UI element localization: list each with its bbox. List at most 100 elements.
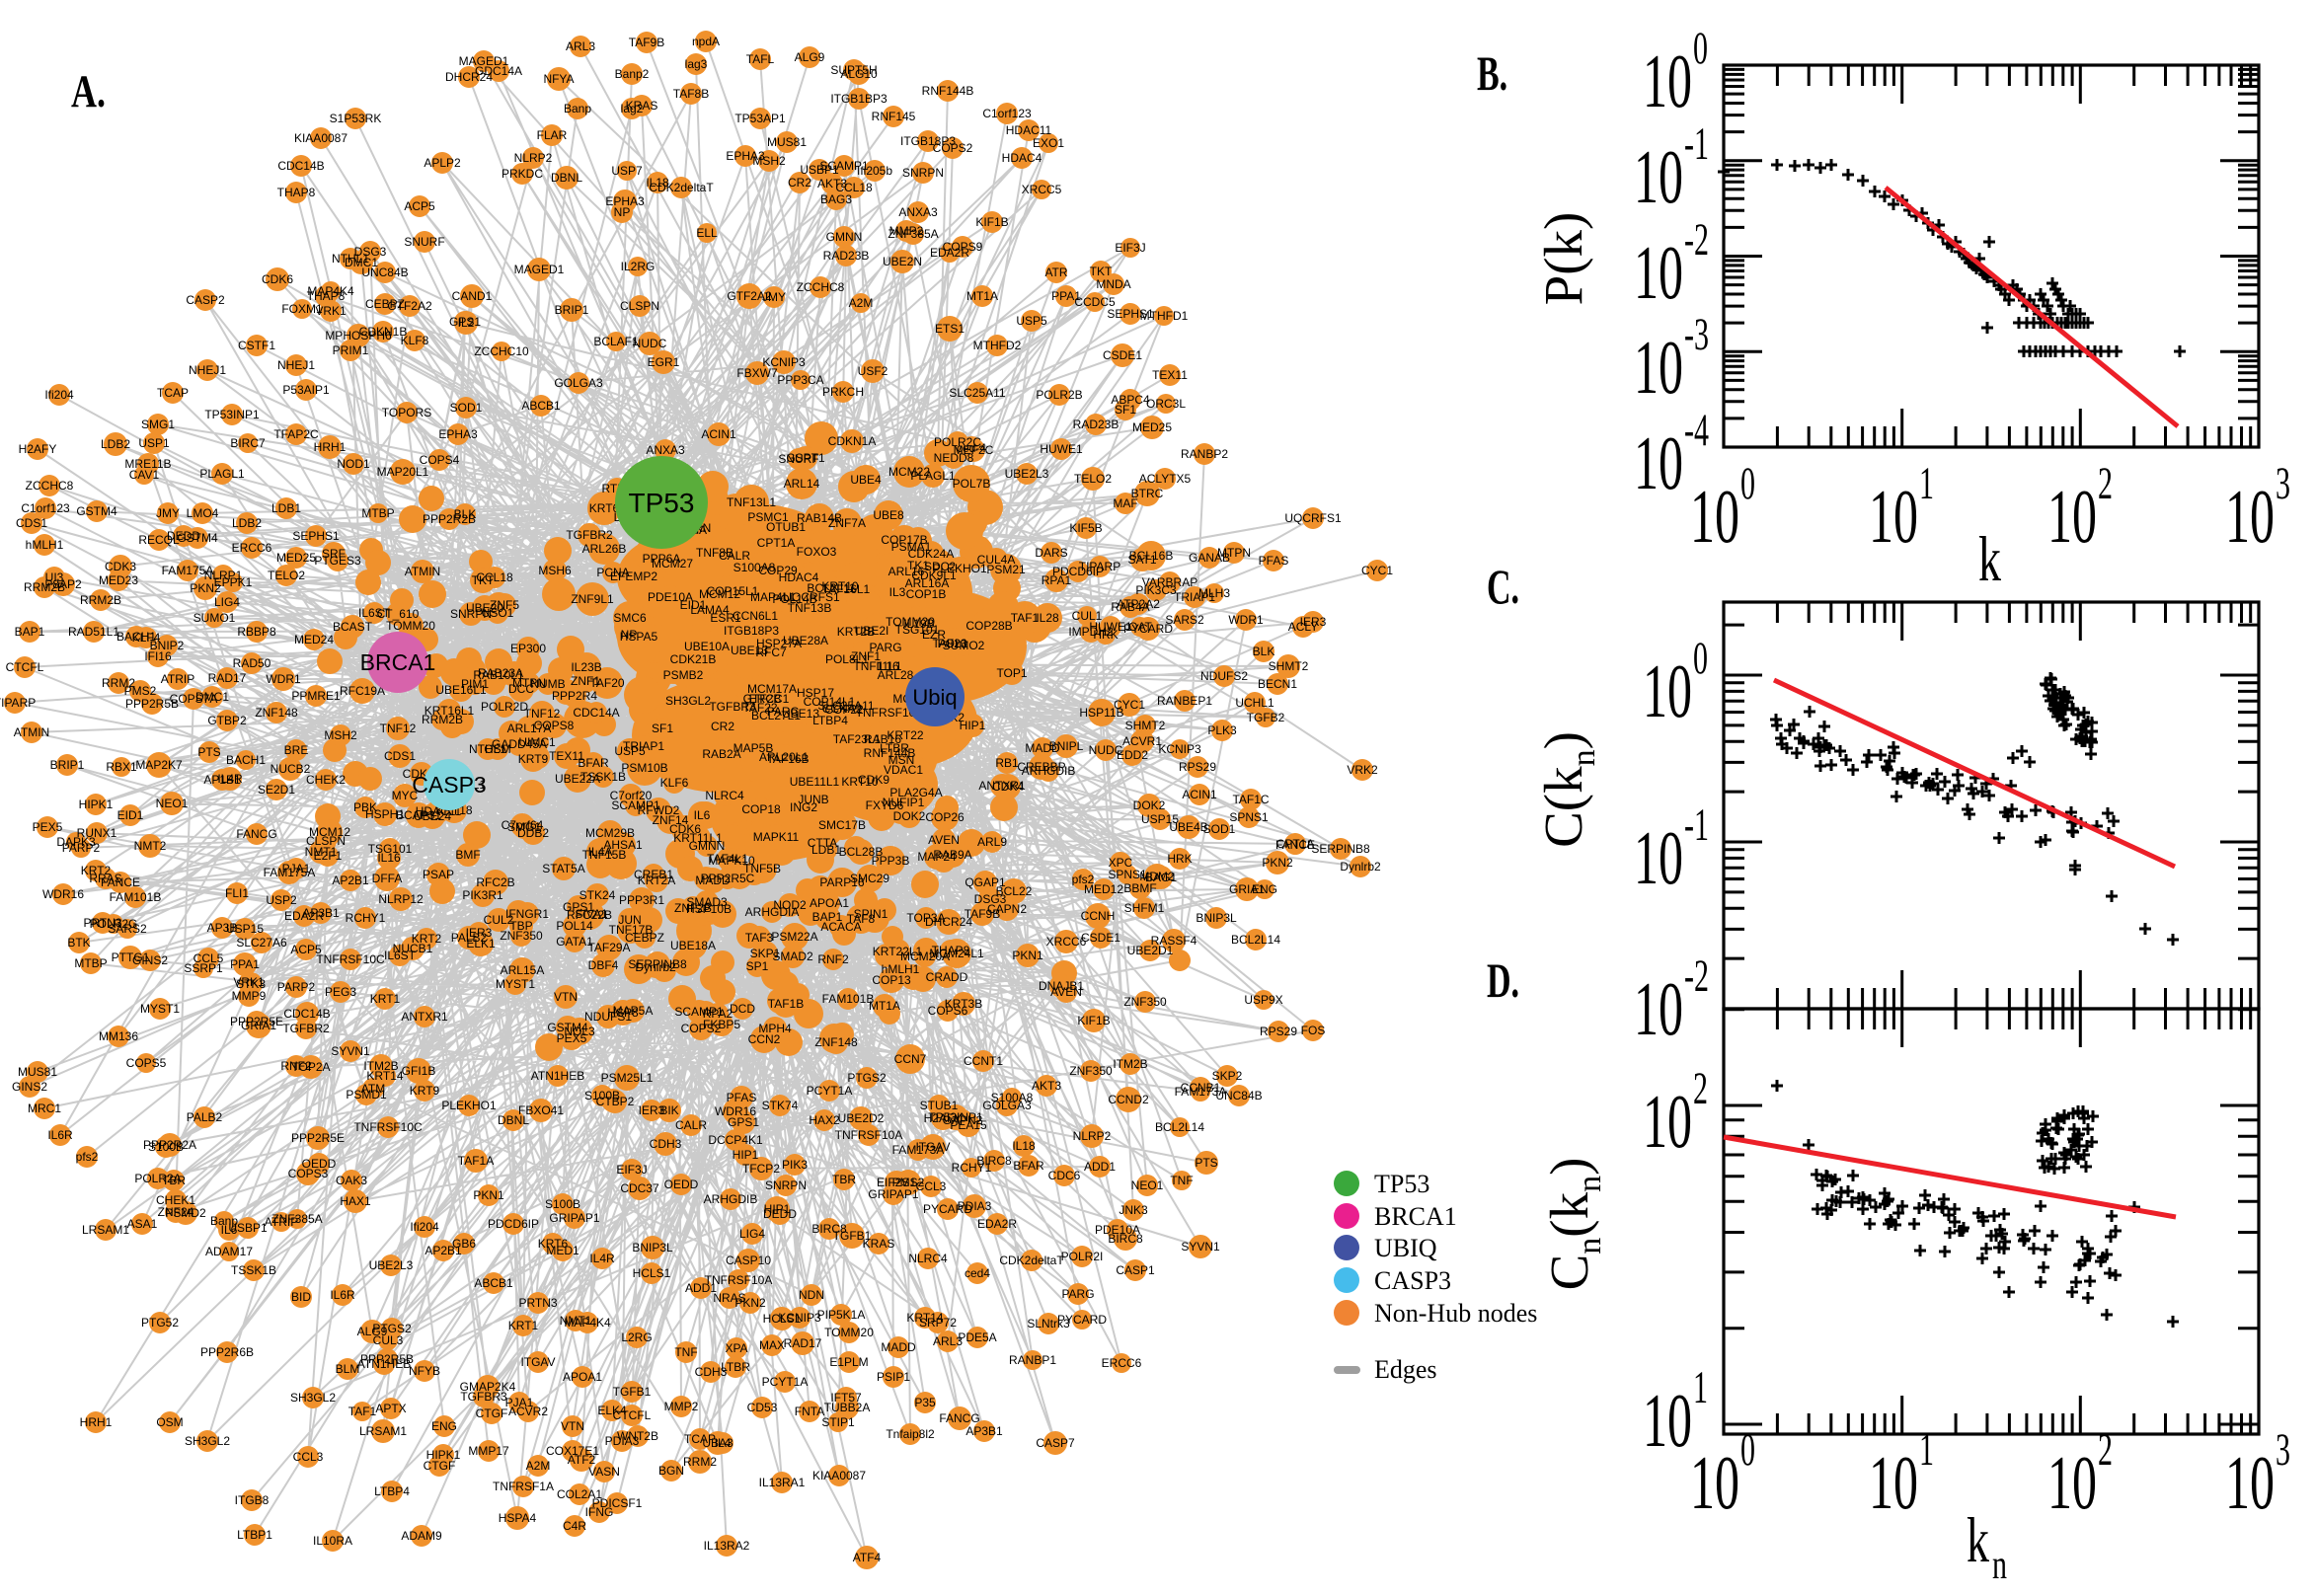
svg-text:ZNF5: ZNF5: [490, 598, 519, 612]
svg-text:FNTA: FNTA: [795, 1405, 824, 1418]
svg-text:MED24: MED24: [294, 633, 334, 646]
svg-text:WDR16: WDR16: [715, 1104, 756, 1118]
svg-text:CRADD: CRADD: [926, 970, 968, 984]
svg-text:CTCFL: CTCFL: [613, 1408, 652, 1422]
svg-text:ZNF148: ZNF148: [255, 706, 298, 720]
svg-text:PPP2R6B: PPP2R6B: [200, 1345, 254, 1359]
svg-text:PLA2G4A: PLA2G4A: [889, 786, 942, 799]
svg-text:POLR2B: POLR2B: [1036, 388, 1082, 402]
svg-text:DMC1: DMC1: [195, 690, 229, 704]
svg-text:pfs2: pfs2: [76, 1150, 99, 1164]
svg-text:BCL2L14: BCL2L14: [1155, 1120, 1204, 1134]
svg-text:TNF12: TNF12: [380, 722, 417, 735]
svg-text:USP5: USP5: [1016, 314, 1047, 328]
svg-text:-2: -2: [1684, 951, 1709, 1002]
svg-text:PSM25L1: PSM25L1: [601, 1071, 654, 1085]
svg-text:ATN1HEB: ATN1HEB: [531, 1069, 584, 1083]
svg-text:NOD1: NOD1: [337, 457, 370, 471]
svg-text:BIRC8: BIRC8: [976, 1154, 1012, 1168]
svg-text:lag3: lag3: [685, 57, 708, 71]
svg-text:JNK3: JNK3: [1119, 1203, 1148, 1217]
svg-text:PDCD6IP: PDCD6IP: [488, 1217, 539, 1231]
svg-text:S100B: S100B: [584, 1089, 620, 1102]
svg-text:BID: BID: [291, 1290, 311, 1304]
svg-text:Ifi204: Ifi204: [44, 388, 74, 402]
svg-text:TNF: TNF: [674, 1345, 697, 1359]
svg-text:ZNF350: ZNF350: [1069, 1064, 1113, 1078]
svg-text:SH3GL2: SH3GL2: [290, 1391, 336, 1405]
svg-text:TEX11: TEX11: [1152, 368, 1188, 382]
svg-text:SH3GL2: SH3GL2: [665, 694, 711, 708]
svg-text:-4: -4: [1684, 406, 1709, 456]
svg-text:SLC27A6: SLC27A6: [236, 936, 287, 950]
svg-text:PEX5: PEX5: [33, 820, 63, 834]
svg-text:PSM22A: PSM22A: [771, 930, 817, 944]
svg-text:KRT3B: KRT3B: [945, 997, 982, 1011]
svg-text:DCCP4K1: DCCP4K1: [708, 1133, 763, 1147]
svg-text:TAF4L1: TAF4L1: [707, 852, 748, 866]
svg-text:DCC: DCC: [508, 682, 534, 696]
svg-text:DARS: DARS: [1035, 546, 1067, 560]
svg-text:NOD2: NOD2: [773, 898, 807, 912]
svg-text:RB1: RB1: [995, 756, 1019, 770]
svg-text:FANCG: FANCG: [939, 1411, 979, 1425]
svg-text:C4R: C4R: [563, 1519, 586, 1533]
svg-text:IFNGR1: IFNGR1: [505, 907, 549, 921]
svg-text:ENG: ENG: [431, 1419, 457, 1433]
svg-text:ced4: ced4: [965, 1266, 990, 1280]
svg-text:TIPARP: TIPARP: [0, 696, 36, 710]
svg-text:SARS2: SARS2: [1165, 613, 1204, 627]
svg-text:IL10RA: IL10RA: [313, 1534, 352, 1548]
svg-text:OAT: OAT: [1128, 620, 1152, 634]
svg-text:SHMT2: SHMT2: [1125, 719, 1166, 732]
svg-text:PBK: PBK: [353, 800, 377, 814]
svg-text:-2: -2: [1684, 215, 1709, 266]
svg-text:SP1: SP1: [746, 959, 769, 973]
svg-text:THAP8: THAP8: [277, 186, 316, 199]
svg-text:XPA: XPA: [725, 1341, 747, 1355]
svg-text:10: 10: [1634, 421, 1683, 506]
svg-text:DEDD: DEDD: [763, 1207, 797, 1221]
svg-text:EGR1: EGR1: [648, 355, 680, 369]
svg-text:CDKN1A: CDKN1A: [828, 434, 877, 448]
svg-text:ENG: ENG: [1252, 882, 1277, 896]
svg-text:EPHA3: EPHA3: [726, 149, 765, 163]
svg-text:PKN2: PKN2: [1262, 856, 1293, 870]
svg-text:ADAM17: ADAM17: [205, 1245, 253, 1258]
svg-text:ARL9: ARL9: [977, 835, 1007, 849]
svg-text:BRIP1: BRIP1: [555, 303, 589, 317]
svg-text:HIPK1: HIPK1: [79, 798, 114, 811]
svg-text:POL14: POL14: [556, 919, 593, 933]
svg-text:TCAP: TCAP: [157, 386, 189, 400]
svg-text:ZNF9L1: ZNF9L1: [571, 592, 614, 606]
svg-text:DCD: DCD: [730, 1002, 755, 1016]
svg-text:B.: B.: [1477, 47, 1507, 102]
svg-text:PARP2: PARP2: [277, 980, 316, 994]
svg-text:RAB2A: RAB2A: [702, 747, 740, 761]
svg-text:MAP4K4: MAP4K4: [564, 1316, 611, 1330]
svg-text:TBR: TBR: [162, 1174, 186, 1187]
svg-text:BNIP3L: BNIP3L: [632, 1241, 673, 1254]
svg-text:TNFRSF10C: TNFRSF10C: [353, 1120, 423, 1134]
svg-text:RAD17: RAD17: [784, 1336, 822, 1350]
svg-text:NLRC4: NLRC4: [705, 789, 744, 802]
svg-text:BAG3: BAG3: [820, 192, 852, 206]
svg-text:CPT1A: CPT1A: [757, 536, 796, 550]
svg-text:EDA2R: EDA2R: [977, 1217, 1017, 1231]
svg-text:PFAS: PFAS: [727, 1091, 757, 1104]
svg-text:ZCCHC8: ZCCHC8: [26, 479, 74, 493]
svg-text:HRH1: HRH1: [314, 440, 347, 454]
svg-text:VTN: VTN: [561, 1419, 584, 1433]
svg-text:USP9X: USP9X: [1244, 993, 1282, 1007]
svg-text:UBIQ: UBIQ: [1374, 1234, 1437, 1262]
svg-text:PARG: PARG: [1061, 1287, 1094, 1301]
svg-text:ATR: ATR: [1044, 266, 1067, 279]
svg-text:GSTM4: GSTM4: [177, 531, 218, 545]
svg-text:RFC7: RFC7: [755, 646, 787, 659]
svg-text:NLRP2: NLRP2: [1073, 1129, 1112, 1143]
svg-text:FAM101B: FAM101B: [822, 992, 875, 1006]
svg-text:RPS29: RPS29: [1179, 760, 1216, 774]
svg-text:10: 10: [1634, 816, 1683, 901]
svg-text:RNF145: RNF145: [872, 110, 916, 123]
svg-text:GANAB: GANAB: [1189, 551, 1230, 565]
